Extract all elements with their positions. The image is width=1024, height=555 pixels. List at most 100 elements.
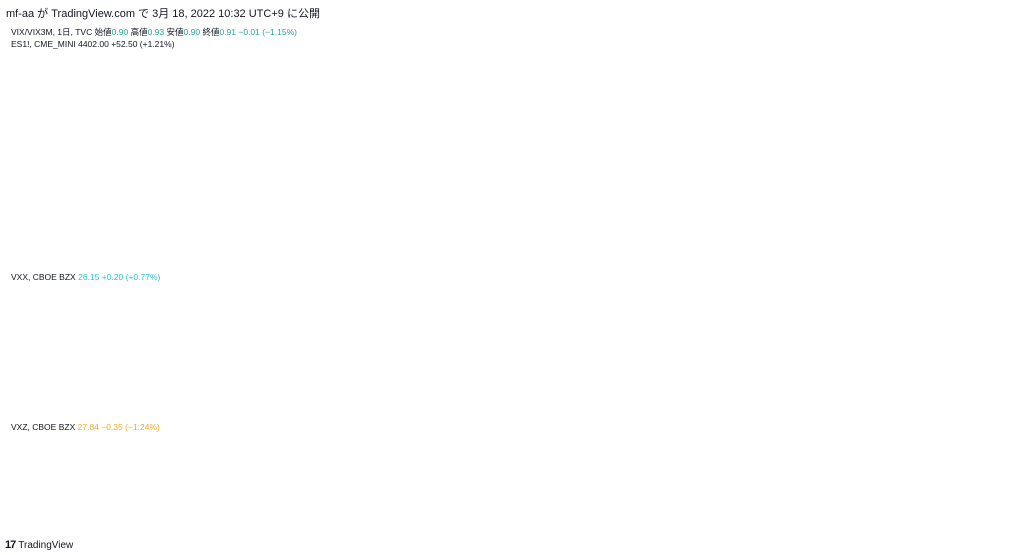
vix-ratio-axis-tick: 0.75 [945, 242, 962, 252]
candle-body [701, 108, 706, 121]
vix-ratio-axis-tick: 0.90 [945, 152, 962, 162]
currency-box [939, 269, 965, 284]
candle-body [791, 84, 796, 97]
legend-high-value: 0.93 [147, 27, 165, 37]
currency-label: USD [975, 24, 993, 34]
candle-body [572, 120, 578, 175]
candle-body [334, 150, 340, 169]
candle-body [488, 198, 494, 205]
candle-body [617, 114, 623, 139]
candle-body [842, 150, 848, 157]
currency-label: USD [943, 272, 961, 282]
candle-body [270, 180, 275, 187]
candle-body [469, 228, 475, 235]
candle-body [302, 102, 308, 109]
candle-body [19, 102, 25, 121]
es-axis-tick: 4900.00 [983, 22, 1014, 32]
currency-box [971, 21, 997, 36]
candle-body [122, 210, 128, 229]
x-axis-label: 4月 [922, 516, 936, 526]
candle-body [398, 162, 404, 181]
vxx-last-tag-bg [939, 311, 967, 326]
candle-body [45, 168, 50, 175]
candle-body [675, 156, 681, 163]
scale-button-label: A [951, 517, 957, 526]
vxx-line [4, 292, 849, 398]
legend-low-label: 安値 [166, 27, 184, 37]
candle-body [199, 192, 205, 199]
candle-body [13, 72, 18, 133]
candle-body [739, 66, 745, 103]
candle-body [559, 126, 565, 181]
scale-button-b[interactable] [984, 513, 1000, 529]
candle-body [251, 198, 256, 211]
candle-body [418, 192, 423, 205]
candle-body [366, 174, 372, 217]
candle-body [154, 210, 160, 223]
vxz-line [4, 423, 849, 496]
legend-es-symbol: ES1!, CME_MINI [11, 39, 76, 49]
candle-body [720, 138, 726, 151]
candle-body [508, 180, 513, 199]
es-axis-tick: 4600.00 [983, 107, 1014, 117]
vxz-last-tag: 27.84 [942, 446, 965, 456]
legend-vxx-change: +0.20 (+0.77%) [101, 272, 161, 282]
candle-body [373, 216, 378, 235]
candle-body [759, 54, 764, 85]
candle-body [823, 114, 829, 127]
candle-body [347, 180, 353, 193]
candle-body [482, 192, 488, 199]
candle-body [598, 96, 603, 103]
legend-vxz-change: −0.35 (−1.24%) [101, 422, 160, 432]
candle-body [96, 216, 102, 223]
candle-body [296, 102, 301, 121]
legend-vxz-value: 27.84 [77, 422, 99, 432]
candle-body [173, 222, 179, 229]
x-axis-label: 11月 [162, 516, 180, 526]
es-axis-tick: 4700.00 [983, 78, 1014, 88]
candle-body [836, 132, 841, 139]
candle-body [630, 162, 636, 175]
candle-body [25, 120, 31, 145]
candle-body [540, 138, 546, 163]
candle-body [611, 108, 616, 127]
candle-body [714, 120, 719, 151]
candle-body [321, 120, 327, 133]
currency-box [939, 419, 965, 434]
candle-body [636, 156, 642, 169]
candle-body [379, 180, 385, 235]
candle-body [109, 228, 115, 235]
legend-vxz: VXZ, CBOE BZX 27.84 −0.35 (−1.24%) [11, 422, 160, 432]
candle-body [283, 102, 288, 133]
publish-header: mf-aa が TradingView.com で 3月 18, 2022 10… [6, 8, 320, 20]
candle-body [514, 186, 520, 193]
vxx-last-tag: 26.15 [942, 314, 965, 324]
candle-body [128, 216, 134, 223]
vix-ratio-last-tag: 0.91 [944, 152, 962, 162]
es-axis-tick: 4200.00 [983, 220, 1014, 230]
candle-body [51, 156, 57, 169]
footer-text: TradingView [18, 539, 74, 551]
candle-body [244, 210, 250, 223]
x-axis-label: 15 [239, 516, 249, 526]
candle-body [353, 150, 359, 199]
candle-body [308, 108, 314, 133]
candle-body [70, 168, 76, 181]
candle-body [405, 156, 411, 181]
vxz-axis-tick: 26.00 [941, 470, 963, 480]
vxx-axis-tick: 17.50 [941, 394, 963, 404]
legend-es-change: +52.50 (+1.21%) [111, 39, 175, 49]
candle-body [804, 66, 809, 85]
vxx-axis-tick: 20.00 [941, 371, 963, 381]
vxx-axis-tick: 27.50 [941, 300, 963, 310]
candle-body [624, 144, 629, 163]
vix-ratio-axis-tick: 0.95 [945, 121, 962, 131]
legend-vix-ratio: VIX/VIX3M, 1日, TVC 始値0.90 高値0.93 安値0.90 … [11, 26, 297, 38]
candle-body [83, 210, 89, 217]
candle-body [694, 126, 700, 139]
scale-button-a[interactable] [946, 513, 962, 529]
candle-body [649, 150, 655, 163]
tradingview-logo-icon: 17 [5, 539, 16, 551]
candle-body [411, 174, 417, 193]
candle-body [784, 90, 790, 103]
